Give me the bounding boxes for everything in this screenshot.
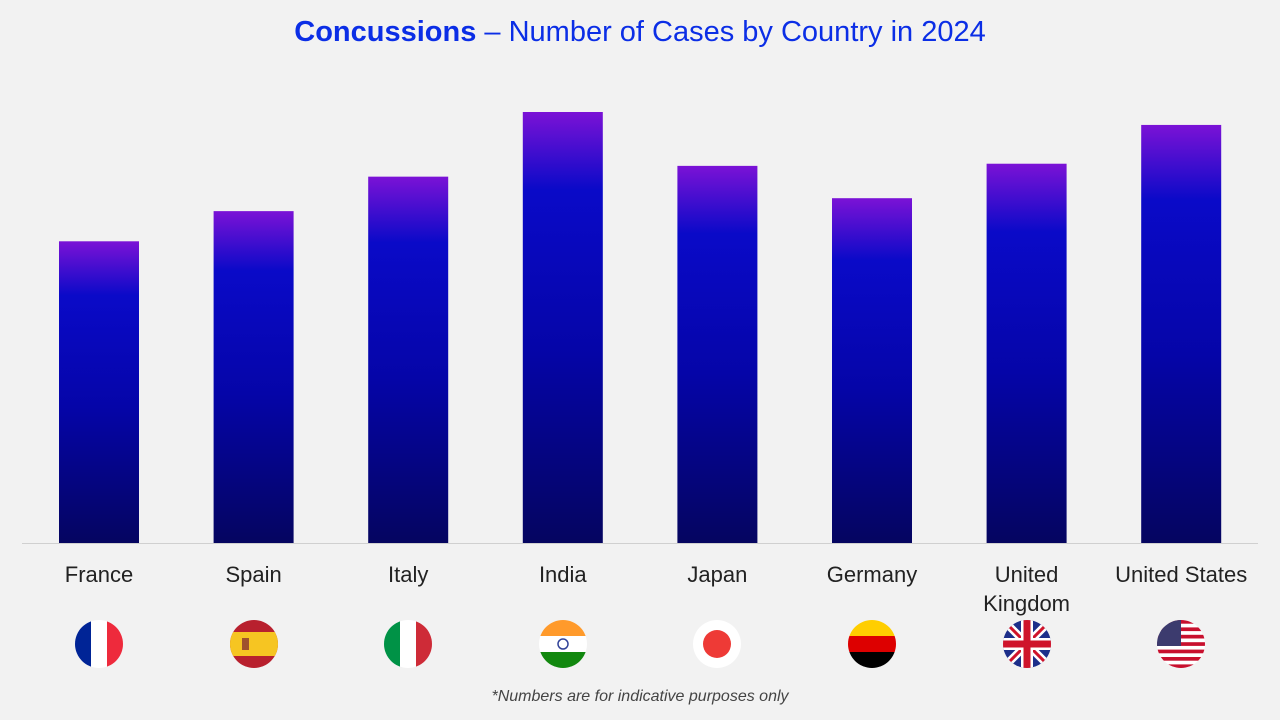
- x-tick-label: France: [64, 562, 134, 587]
- flag-italy-icon: [384, 620, 433, 668]
- flag-spain-icon: [229, 620, 278, 668]
- flag-france-icon: [75, 620, 123, 668]
- chart-title: Concussions – Number of Cases by Country…: [0, 16, 1280, 49]
- footnote: *Numbers are for indicative purposes onl…: [491, 688, 789, 705]
- bar-germany: [832, 198, 912, 543]
- bar-united-kingdom: [986, 163, 1067, 543]
- title-rest: – Number of Cases by Country in 2024: [476, 16, 986, 48]
- x-tick-label: India: [538, 562, 587, 587]
- x-tick-label: United Kingdom: [983, 562, 1071, 616]
- title-bold: Concussions: [294, 16, 477, 48]
- bar-india: [522, 112, 603, 543]
- bar-italy: [368, 176, 449, 543]
- x-tick-label: Spain: [225, 562, 282, 587]
- flag-japan-icon: [693, 620, 742, 668]
- x-tick-label: Japan: [687, 562, 748, 587]
- bar-japan: [677, 165, 758, 543]
- flag-united-states-icon: [1157, 620, 1206, 668]
- flag-united-kingdom-icon: [1002, 620, 1051, 668]
- flag-germany-icon: [848, 620, 896, 668]
- flag-india-icon: [538, 620, 587, 668]
- x-tick-label: United States: [1115, 562, 1248, 587]
- x-tick-label: Germany: [826, 562, 918, 587]
- bar-spain: [213, 211, 294, 543]
- bar-france: [59, 241, 139, 544]
- bar-united-states: [1141, 124, 1222, 544]
- x-tick-label: Italy: [388, 562, 429, 587]
